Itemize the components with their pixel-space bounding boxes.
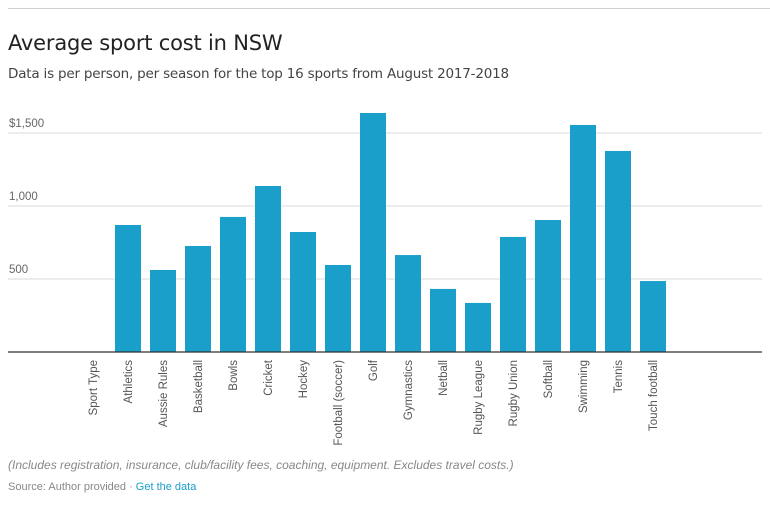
- x-tick-label: Hockey: [298, 360, 310, 399]
- x-tick-label: Rugby Union: [508, 360, 520, 426]
- y-tick-label: 500: [9, 264, 28, 276]
- bar: [395, 255, 421, 352]
- y-axis-ticks: 500 1,000 $1,500: [9, 118, 44, 276]
- x-tick-label: Cricket: [263, 359, 275, 396]
- x-tick-label: Golf: [368, 359, 380, 381]
- chart-title: Average sport cost in NSW: [8, 31, 283, 55]
- bar: [605, 150, 631, 352]
- x-tick-label: Football (soccer): [333, 360, 345, 446]
- bar: [220, 216, 246, 352]
- x-tick-label: Sport Type: [88, 360, 100, 415]
- bar: [500, 236, 526, 352]
- bar: [570, 124, 596, 352]
- x-tick-label: Tennis: [613, 360, 625, 393]
- top-divider: [8, 8, 770, 9]
- footnote: (Includes registration, insurance, club/…: [8, 458, 514, 472]
- bars: [115, 112, 666, 352]
- chart-subtitle: Data is per person, per season for the t…: [8, 66, 509, 82]
- bar: [290, 231, 316, 352]
- x-tick-label: Rugby League: [473, 360, 485, 435]
- bar: [325, 264, 351, 352]
- y-tick-label: 1,000: [9, 191, 38, 203]
- bar: [255, 185, 281, 352]
- bar: [150, 269, 176, 352]
- bar: [640, 281, 666, 352]
- bar-chart: 500 1,000 $1,500 Sport Type Athletics Aussie…: [8, 112, 762, 446]
- bar: [185, 246, 211, 352]
- bar: [360, 112, 386, 352]
- x-tick-label: Aussie Rules: [158, 360, 170, 427]
- source-text: Source: Author provided ·: [8, 481, 136, 493]
- get-the-data-link[interactable]: Get the data: [135, 481, 197, 493]
- bar: [115, 224, 141, 352]
- y-tick-label: $1,500: [9, 118, 44, 130]
- source-line: Source: Author provided · Get the data: [8, 481, 196, 493]
- x-tick-label: Netball: [438, 360, 450, 396]
- bar: [430, 288, 456, 352]
- x-tick-label: Softball: [543, 360, 555, 398]
- x-tick-label: Basketball: [193, 360, 205, 413]
- x-axis-labels: Sport Type Athletics Aussie Rules Basketbal…: [88, 359, 660, 445]
- x-tick-label: Athletics: [123, 360, 135, 404]
- x-tick-label: Bowls: [228, 360, 240, 391]
- x-tick-label: Swimming: [578, 360, 590, 413]
- bar: [535, 220, 561, 352]
- x-tick-label: Gymnastics: [403, 360, 415, 420]
- x-tick-label: Touch football: [648, 360, 660, 431]
- bar: [465, 302, 491, 352]
